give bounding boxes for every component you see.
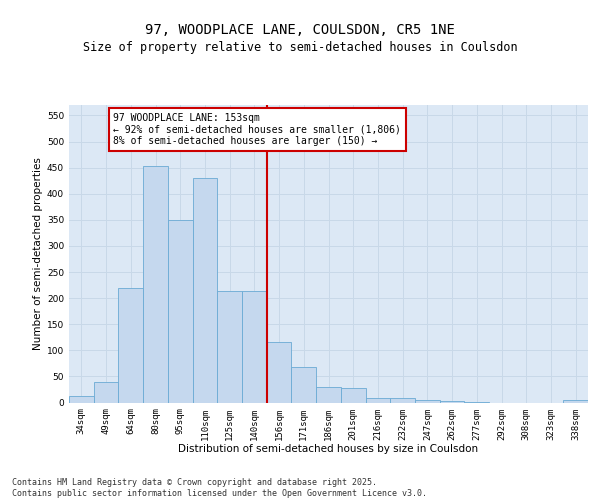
Text: 97, WOODPLACE LANE, COULSDON, CR5 1NE: 97, WOODPLACE LANE, COULSDON, CR5 1NE (145, 22, 455, 36)
Bar (292, 367, 316, 402)
Y-axis label: Number of semi-detached properties: Number of semi-detached properties (33, 158, 43, 350)
Bar (217, 292, 242, 403)
Bar (242, 292, 267, 403)
Text: Contains HM Land Registry data © Crown copyright and database right 2025.
Contai: Contains HM Land Registry data © Crown c… (12, 478, 427, 498)
Bar (365, 398, 390, 402)
Text: Size of property relative to semi-detached houses in Coulsdon: Size of property relative to semi-detach… (83, 41, 517, 54)
Text: 97 WOODPLACE LANE: 153sqm
← 92% of semi-detached houses are smaller (1,806)
8% o: 97 WOODPLACE LANE: 153sqm ← 92% of semi-… (113, 113, 401, 146)
Bar (390, 398, 415, 402)
Bar (316, 387, 341, 402)
Bar (143, 166, 168, 402)
X-axis label: Distribution of semi-detached houses by size in Coulsdon: Distribution of semi-detached houses by … (178, 444, 479, 454)
Bar (267, 342, 292, 402)
Bar (563, 400, 588, 402)
Bar (193, 178, 217, 402)
Bar (168, 220, 193, 402)
Bar (341, 388, 365, 402)
Bar (94, 382, 118, 402)
Bar (415, 400, 440, 402)
Bar (69, 396, 94, 402)
Bar (118, 288, 143, 403)
